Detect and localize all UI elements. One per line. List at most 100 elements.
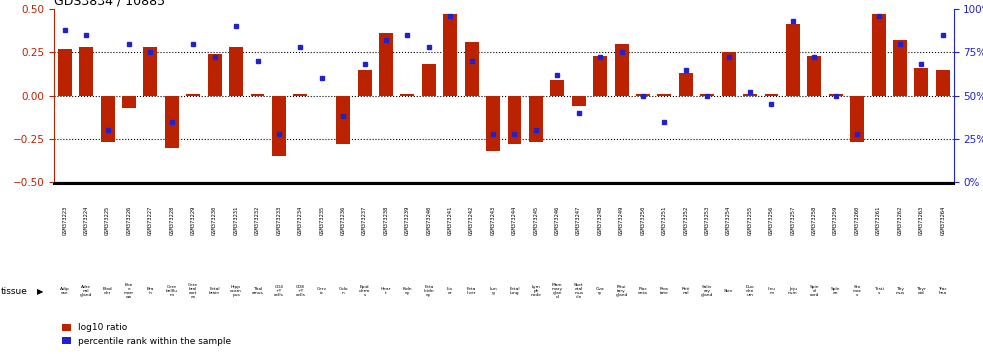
Text: GSM373237: GSM373237 [362, 206, 367, 235]
Bar [358, 70, 372, 96]
Text: CD4
+T
cells: CD4 +T cells [274, 285, 284, 297]
Bar [850, 96, 864, 142]
Text: Fetal
lung: Fetal lung [509, 287, 520, 295]
Bar [679, 73, 693, 96]
Text: GSM373224: GSM373224 [84, 206, 88, 235]
Text: GSM373226: GSM373226 [127, 206, 132, 235]
Bar [829, 94, 842, 96]
Text: Hipp
ocam
pus: Hipp ocam pus [230, 285, 242, 297]
Text: Saliv
ary
gland: Saliv ary gland [701, 285, 714, 297]
Bar [636, 94, 650, 96]
Text: Liv
er: Liv er [447, 287, 453, 295]
Text: GSM373245: GSM373245 [534, 206, 539, 235]
Bar [722, 52, 735, 96]
Text: GSM373258: GSM373258 [812, 206, 817, 235]
Bar [786, 24, 800, 96]
Text: GSM373233: GSM373233 [276, 206, 281, 235]
Text: GSM373263: GSM373263 [919, 206, 924, 235]
Bar [807, 56, 821, 96]
Text: GSM373223: GSM373223 [62, 206, 67, 235]
Text: ▶: ▶ [37, 287, 44, 296]
Text: GSM373242: GSM373242 [469, 206, 474, 235]
Text: Cere
bral
cort
ex: Cere bral cort ex [188, 283, 199, 299]
Text: GSM373249: GSM373249 [619, 206, 624, 235]
Text: Lym
ph
node: Lym ph node [531, 285, 542, 297]
Text: Sket
etal
mus
cle: Sket etal mus cle [574, 283, 584, 299]
Text: Testi
s: Testi s [874, 287, 884, 295]
Text: GSM373243: GSM373243 [491, 206, 495, 235]
Bar [593, 56, 607, 96]
Bar [765, 94, 779, 96]
Text: GSM373228: GSM373228 [169, 206, 174, 235]
Text: GSM373256: GSM373256 [769, 206, 774, 235]
Bar [872, 14, 886, 96]
Text: Sto
mac
s: Sto mac s [852, 285, 862, 297]
Bar [422, 64, 435, 96]
Text: Cere
belllu
m: Cere belllu m [166, 285, 178, 297]
Text: GSM373251: GSM373251 [662, 206, 666, 235]
Bar [122, 96, 136, 108]
Text: GSM373229: GSM373229 [191, 206, 196, 235]
Text: Pros
tate: Pros tate [660, 287, 668, 295]
Text: GSM373231: GSM373231 [234, 206, 239, 235]
Text: Adre
nal
gland: Adre nal gland [80, 285, 92, 297]
Text: Jeju
num: Jeju num [788, 287, 798, 295]
Text: GSM373255: GSM373255 [747, 206, 753, 235]
Bar [550, 80, 564, 96]
Text: GSM373260: GSM373260 [854, 206, 860, 235]
Text: Bon
e
marr
ow: Bon e marr ow [124, 283, 134, 299]
Bar [165, 96, 179, 148]
Text: Plac
enta: Plac enta [638, 287, 648, 295]
Bar [58, 49, 72, 96]
Text: GSM373239: GSM373239 [405, 206, 410, 235]
Text: Mam
mary
glan
d: Mam mary glan d [551, 283, 563, 299]
Text: Trac
hea: Trac hea [939, 287, 948, 295]
Bar [336, 96, 350, 144]
Text: GSM373261: GSM373261 [876, 206, 881, 235]
Text: GSM373264: GSM373264 [941, 206, 946, 235]
Text: GSM373252: GSM373252 [683, 206, 688, 235]
Bar [465, 42, 479, 96]
Text: GSM373227: GSM373227 [147, 206, 153, 235]
Bar [743, 94, 757, 96]
Text: tissue: tissue [1, 287, 28, 296]
Text: Blad
der: Blad der [103, 287, 112, 295]
Bar [144, 47, 157, 96]
Bar [614, 44, 628, 96]
Text: Spin
al
cord: Spin al cord [810, 285, 819, 297]
Text: CD8
+T
cells: CD8 +T cells [296, 285, 306, 297]
Text: Bra
in: Bra in [146, 287, 154, 295]
Text: Fetal
brain: Fetal brain [209, 287, 220, 295]
Bar [658, 94, 671, 96]
Bar [379, 33, 393, 96]
Text: GSM373250: GSM373250 [641, 206, 646, 235]
Text: Sple
en: Sple en [831, 287, 840, 295]
Bar [80, 47, 93, 96]
Text: Duo
den
um: Duo den um [746, 285, 754, 297]
Text: Adip
ose: Adip ose [60, 287, 70, 295]
Bar [700, 94, 715, 96]
Text: Feta
liver: Feta liver [467, 287, 477, 295]
Text: Ova
ry: Ova ry [596, 287, 605, 295]
Text: Skin: Skin [724, 289, 733, 293]
Text: GSM373259: GSM373259 [834, 206, 838, 235]
Text: Thyr
oid: Thyr oid [916, 287, 926, 295]
Text: Kidn
ey: Kidn ey [403, 287, 412, 295]
Text: GSM373246: GSM373246 [554, 206, 560, 235]
Bar [207, 54, 221, 96]
Bar [487, 96, 500, 151]
Text: GDS3834 / 10885: GDS3834 / 10885 [54, 0, 165, 8]
Text: Cerv
ix: Cerv ix [317, 287, 326, 295]
Text: Ileu
m: Ileu m [768, 287, 776, 295]
Text: Lun
g: Lun g [490, 287, 497, 295]
Text: GSM373253: GSM373253 [705, 206, 710, 235]
Text: GSM373240: GSM373240 [427, 206, 432, 235]
Bar [251, 94, 264, 96]
Text: Pitui
tary
gland: Pitui tary gland [615, 285, 628, 297]
Bar [529, 96, 543, 142]
Text: GSM373247: GSM373247 [576, 206, 581, 235]
Text: Feta
lkidn
ey: Feta lkidn ey [424, 285, 434, 297]
Text: Hear
t: Hear t [380, 287, 391, 295]
Text: GSM373230: GSM373230 [212, 206, 217, 235]
Text: GSM373225: GSM373225 [105, 206, 110, 235]
